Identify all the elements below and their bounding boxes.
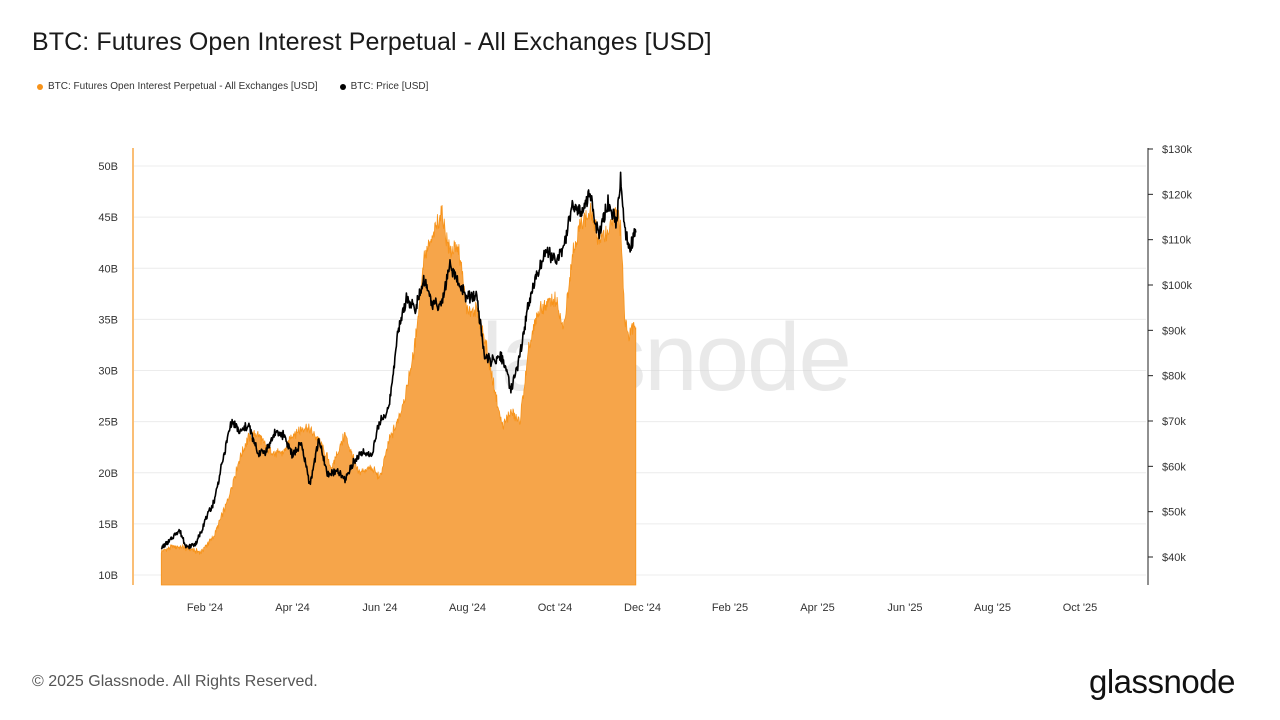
y-left-tick-label: 40B [98,263,118,275]
legend: BTC: Futures Open Interest Perpetual - A… [37,81,428,92]
x-tick-label: Oct '25 [1063,602,1098,614]
x-tick-label: Jun '24 [362,602,397,614]
y-right-tick-label: $40k [1162,552,1186,564]
legend-item-open-interest[interactable]: BTC: Futures Open Interest Perpetual - A… [37,81,318,92]
x-tick-label: Aug '25 [974,602,1011,614]
y-right-tick-label: $100k [1162,280,1192,292]
x-tick-label: Feb '25 [712,602,748,614]
legend-label-price: BTC: Price [USD] [350,81,429,92]
y-left-tick-label: 50B [98,161,118,173]
y-left-tick-label: 20B [98,468,118,480]
legend-label-open-interest: BTC: Futures Open Interest Perpetual - A… [48,81,318,92]
y-right-tick-label: $50k [1162,507,1186,519]
x-tick-label: Oct '24 [538,602,573,614]
y-right-tick-label: $80k [1162,371,1186,383]
y-right-tick-label: $70k [1162,416,1186,428]
y-left-tick-label: 30B [98,366,118,378]
y-right-tick-label: $90k [1162,325,1186,337]
x-tick-label: Apr '24 [275,602,310,614]
chart-title: BTC: Futures Open Interest Perpetual - A… [32,28,712,56]
legend-item-price[interactable]: BTC: Price [USD] [339,81,429,92]
x-tick-label: Jun '25 [887,602,922,614]
glassnode-logo[interactable]: glassnode [1089,663,1235,700]
x-tick-label: Apr '25 [800,602,835,614]
btc-price-line [160,171,637,550]
y-right-tick-label: $60k [1162,461,1186,473]
y-left-tick-label: 10B [98,570,118,582]
x-tick-label: Feb '24 [187,602,223,614]
open-interest-area [160,202,637,586]
footer-copyright: © 2025 Glassnode. All Rights Reserved. [32,673,318,690]
x-tick-label: Aug '24 [449,602,486,614]
y-right-tick-label: $110k [1162,235,1192,247]
x-tick-label: Dec '24 [624,602,661,614]
y-left-tick-label: 25B [98,417,118,429]
y-left-tick-label: 45B [98,212,118,224]
y-right-tick-label: $120k [1162,189,1192,201]
y-right-tick-label: $130k [1162,144,1192,156]
legend-dot-open-interest [37,83,43,90]
legend-dot-price [339,83,346,90]
y-left-tick-label: 35B [98,314,118,326]
y-left-tick-label: 15B [98,519,118,531]
